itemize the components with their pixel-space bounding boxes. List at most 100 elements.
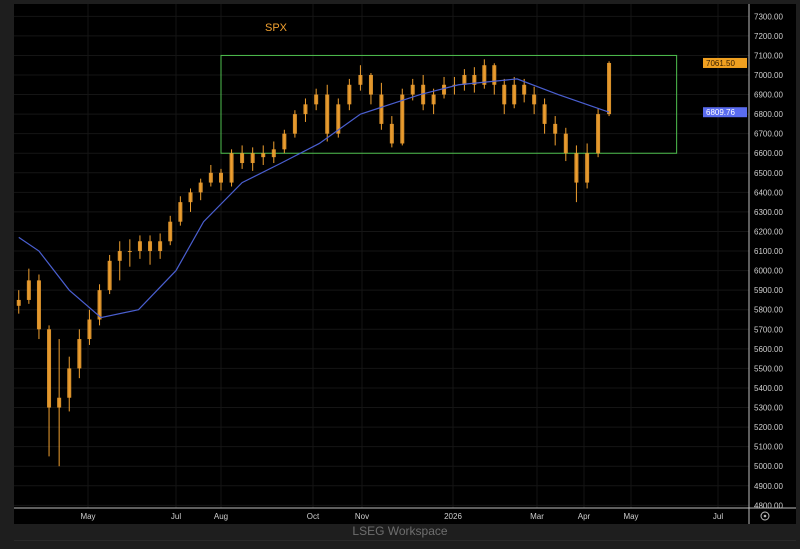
candle <box>168 215 173 246</box>
candle <box>26 268 31 304</box>
y-tick-label: 5500.00 <box>754 364 783 373</box>
candle <box>97 284 102 326</box>
footer-brand: LSEG Workspace <box>352 524 448 538</box>
x-tick-label: Nov <box>355 512 369 521</box>
candle <box>502 78 507 115</box>
grid <box>14 4 749 508</box>
candle <box>421 75 426 111</box>
candle <box>325 84 330 142</box>
y-tick-label: 5000.00 <box>754 462 783 471</box>
y-tick-label: 6200.00 <box>754 227 783 236</box>
y-tick-label: 5700.00 <box>754 325 783 334</box>
y-tick-label: 6500.00 <box>754 169 783 178</box>
y-tick-label: 6700.00 <box>754 130 783 139</box>
candle <box>400 88 405 146</box>
candle <box>198 178 203 201</box>
candle <box>522 78 527 103</box>
y-tick-label: 7100.00 <box>754 51 783 60</box>
y-tick-label: 6000.00 <box>754 267 783 276</box>
y-tick-label: 4900.00 <box>754 482 783 491</box>
candle <box>563 127 568 162</box>
moving-average-line <box>18 78 610 319</box>
candle <box>36 274 41 340</box>
candle <box>292 110 297 138</box>
x-tick-label: 2026 <box>444 512 462 521</box>
candle <box>47 325 52 457</box>
x-tick-label: Oct <box>307 512 320 521</box>
candle <box>574 145 579 203</box>
candle <box>107 254 112 295</box>
candle <box>492 63 497 95</box>
x-tick-label: Jul <box>171 512 181 521</box>
chart-panel <box>14 4 796 524</box>
candle <box>77 329 82 379</box>
candle <box>607 61 612 117</box>
y-tick-label: 6400.00 <box>754 188 783 197</box>
last-price-label: 7061.50 <box>706 59 735 68</box>
y-tick-label: 5900.00 <box>754 286 783 295</box>
candle <box>240 145 245 169</box>
candle <box>442 76 447 99</box>
candle <box>250 147 255 171</box>
x-tick-label: May <box>623 512 638 521</box>
candle <box>127 239 132 267</box>
y-tick-label: 5800.00 <box>754 306 783 315</box>
y-tick-label: 5300.00 <box>754 404 783 413</box>
candle <box>261 145 266 165</box>
chart-title: SPX <box>265 22 288 34</box>
candle <box>57 339 62 467</box>
candle <box>314 88 319 111</box>
candle <box>472 67 477 93</box>
candles <box>16 59 612 467</box>
candle <box>67 356 72 412</box>
candle <box>336 98 341 138</box>
candle <box>87 309 92 345</box>
y-tick-label: 6300.00 <box>754 208 783 217</box>
candle <box>229 149 234 187</box>
x-tick-label: Mar <box>530 512 544 521</box>
candle <box>389 116 394 148</box>
candle <box>512 76 517 109</box>
y-tick-label: 7000.00 <box>754 71 783 80</box>
y-tick-label: 6800.00 <box>754 110 783 119</box>
y-tick-label: 6100.00 <box>754 247 783 256</box>
candle <box>148 235 153 265</box>
candle <box>553 116 558 146</box>
candle <box>208 164 213 187</box>
x-tick-label: Apr <box>578 512 591 521</box>
candle <box>271 141 276 164</box>
y-tick-label: 5200.00 <box>754 423 783 432</box>
y-tick-label: 5100.00 <box>754 443 783 452</box>
y-tick-label: 5400.00 <box>754 384 783 393</box>
candle <box>585 143 590 189</box>
y-tick-label: 6600.00 <box>754 149 783 158</box>
candle <box>137 235 142 259</box>
candle <box>16 290 21 314</box>
candle <box>379 82 384 130</box>
ma-value-label: 6809.76 <box>706 108 735 117</box>
candle <box>542 98 547 134</box>
settings-icon[interactable] <box>760 511 770 521</box>
candle <box>219 168 223 191</box>
range-box <box>220 54 678 154</box>
candle <box>117 241 122 281</box>
candle <box>431 88 436 115</box>
y-tick-label: 6900.00 <box>754 91 783 100</box>
y-tick-label: 7300.00 <box>754 12 783 21</box>
y-tick-label: 7200.00 <box>754 32 783 41</box>
divider <box>14 540 796 541</box>
candle <box>303 98 308 122</box>
x-tick-label: Aug <box>214 512 228 521</box>
ma-label-bg <box>703 107 747 118</box>
candle <box>482 59 487 89</box>
x-axis: May Jul Aug Oct Nov 2026 Mar Apr May Jul <box>80 512 723 521</box>
y-axis: 4800.00 4900.00 5000.00 5100.00 5200.00 5300.… <box>754 12 783 510</box>
y-tick-label: 4800.00 <box>754 501 783 510</box>
last-price-label-bg <box>703 57 747 68</box>
candle <box>596 108 601 158</box>
candle <box>532 86 537 115</box>
candle <box>178 196 183 226</box>
candle <box>462 69 467 91</box>
candle <box>282 129 287 154</box>
